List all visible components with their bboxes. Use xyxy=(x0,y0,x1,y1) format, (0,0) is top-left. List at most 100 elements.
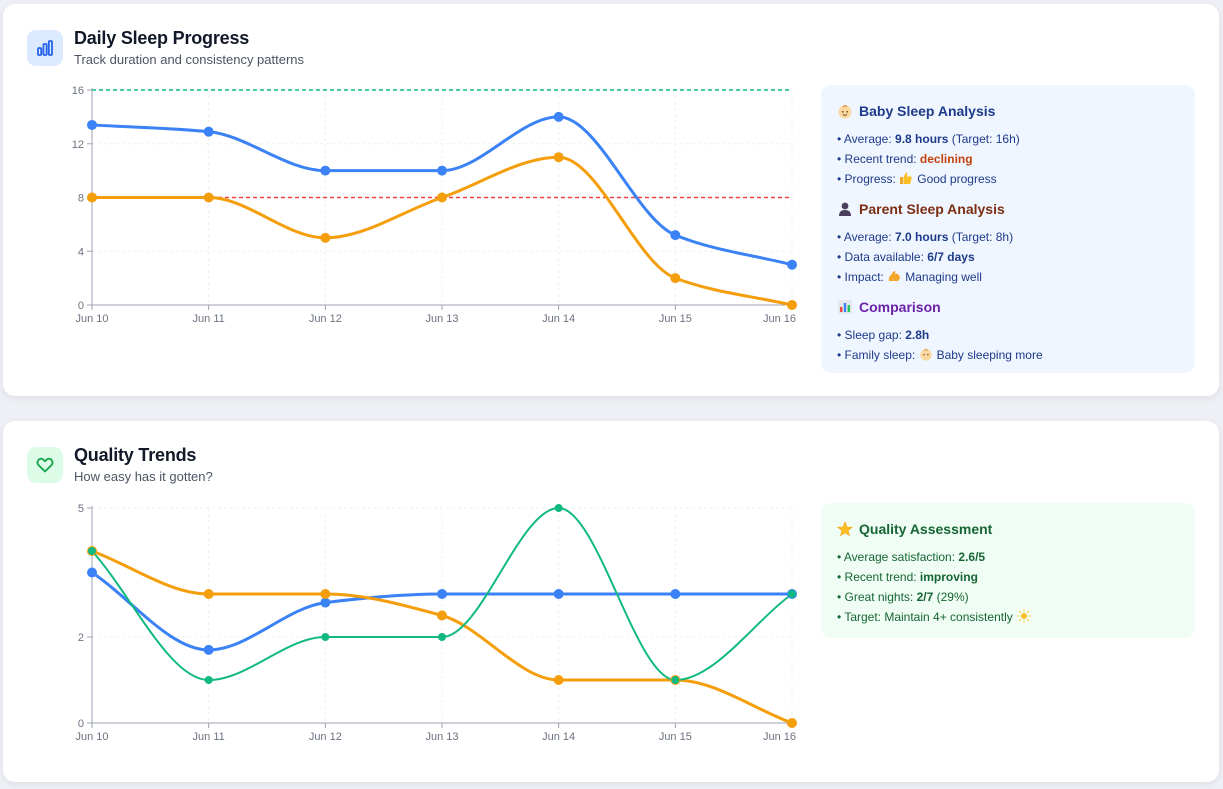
data-point xyxy=(437,165,447,176)
card-title: Daily Sleep Progress xyxy=(74,28,250,48)
x-tick-label: Jun 11 xyxy=(193,313,225,325)
sleep-duration-chart: 0 4 8 12 16 Jun 10 Jun 11 Jun 12 Jun 13 Jun 14 Jun… xyxy=(72,85,797,325)
label: • Recent trend: xyxy=(837,570,920,584)
data-point xyxy=(320,232,331,243)
label: • Average: xyxy=(837,132,896,146)
baby-analysis-title: Baby Sleep Analysis xyxy=(859,103,996,119)
quality-trends-card: Quality Trends How easy has it gotten? 0… xyxy=(3,421,1219,782)
label: • Data available: xyxy=(837,250,928,264)
card-subtitle: How easy has it gotten? xyxy=(74,469,213,484)
x-tick-label: Jun 12 xyxy=(309,313,342,325)
family-sleep-line: • Family sleep: Baby sleeping more xyxy=(837,345,1179,365)
parent-analysis-title: Parent Sleep Analysis xyxy=(859,201,1005,217)
star-icon xyxy=(837,521,853,537)
data-point xyxy=(553,152,564,163)
quality-trend-line: • Recent trend: improving xyxy=(837,567,1179,587)
y-tick-label: 8 xyxy=(78,193,84,205)
parent-data-line: • Data available: 6/7 days xyxy=(837,247,1179,267)
data-point xyxy=(437,610,447,621)
quality-chart: 0 2 5 Jun 10 Jun 11 Jun 12 Jun 13 Jun 14 Jun 15 J… xyxy=(75,503,797,743)
data-point xyxy=(670,273,681,284)
parent-analysis-heading: Parent Sleep Analysis xyxy=(837,199,1179,219)
parent-average-line: • Average: 7.0 hours (Target: 8h) xyxy=(837,227,1179,247)
great-nights-line: • Great nights: 2/7 (29%) xyxy=(837,587,1179,607)
y-tick-label: 16 xyxy=(72,85,84,97)
label: • Family sleep: xyxy=(837,348,919,362)
label: • Progress: xyxy=(837,172,900,186)
data-point xyxy=(203,126,214,137)
target: (Target: 8h) xyxy=(948,230,1014,244)
percent: (29%) xyxy=(933,590,969,604)
x-tick-label: Jun 11 xyxy=(193,731,225,743)
data-point xyxy=(438,633,446,641)
data-point xyxy=(553,675,564,685)
x-tick-label: Jun 14 xyxy=(542,731,575,743)
x-tick-label: Jun 12 xyxy=(309,731,342,743)
data-point xyxy=(321,633,330,641)
quality-assessment-panel: Quality Assessment • Average satisfactio… xyxy=(821,503,1195,638)
bar-chart-emoji-icon xyxy=(838,300,852,314)
parent-impact-line: • Impact: Managing well xyxy=(837,267,1179,287)
data-point xyxy=(87,119,97,130)
data-point xyxy=(87,192,97,203)
y-tick-label: 0 xyxy=(78,300,84,312)
person-silhouette-icon xyxy=(839,202,851,216)
label: • Average satisfaction: xyxy=(837,550,959,564)
baby-average-line: • Average: 9.8 hours (Target: 16h) xyxy=(837,129,1179,149)
value: 7.0 hours xyxy=(895,230,949,244)
x-tick-label: Jun 14 xyxy=(542,313,575,325)
y-tick-label: 2 xyxy=(78,632,84,644)
data-point xyxy=(437,192,447,203)
comparison-heading: Comparison xyxy=(837,297,1179,317)
baby-face-icon xyxy=(919,348,932,361)
card-title: Quality Trends xyxy=(74,445,197,465)
value: improving xyxy=(919,570,978,584)
card-subtitle: Track duration and consistency patterns xyxy=(74,52,305,67)
sleep-analysis-panel: Baby Sleep Analysis • Average: 9.8 hours… xyxy=(821,85,1195,373)
data-point xyxy=(671,676,680,684)
data-point xyxy=(320,597,331,608)
label: • Impact: xyxy=(837,270,888,284)
value: 2.6/5 xyxy=(958,550,986,564)
data-point xyxy=(787,718,797,728)
quality-assessment-title: Quality Assessment xyxy=(859,521,993,537)
data-point xyxy=(788,590,796,598)
value: 6/7 days xyxy=(927,250,975,264)
comparison-title: Comparison xyxy=(859,299,941,315)
baby-analysis-heading: Baby Sleep Analysis xyxy=(837,101,1179,121)
label: • Average: xyxy=(837,230,896,244)
data-point xyxy=(670,230,681,241)
data-point xyxy=(553,111,564,122)
value: Managing well xyxy=(905,270,982,284)
data-point xyxy=(203,589,214,599)
y-tick-label: 12 xyxy=(72,139,84,151)
baby-face-icon xyxy=(838,105,852,119)
x-tick-label: Jun 10 xyxy=(75,731,108,743)
value: 2/7 xyxy=(916,590,934,604)
y-tick-label: 4 xyxy=(78,246,84,258)
data-point xyxy=(87,567,97,578)
value: 2.8h xyxy=(905,328,930,342)
quality-assessment-heading: Quality Assessment xyxy=(837,519,1179,539)
flexed-biceps-icon xyxy=(888,271,901,281)
data-point xyxy=(203,192,214,203)
target-text: • Target: Maintain 4+ consistently xyxy=(837,610,1013,624)
sleep-gap-line: • Sleep gap: 2.8h xyxy=(837,325,1179,345)
data-point xyxy=(320,165,331,176)
trend-value: declining xyxy=(919,152,973,166)
value: Baby sleeping more xyxy=(936,348,1043,362)
heart-icon xyxy=(27,447,63,483)
x-tick-label: Jun 13 xyxy=(425,731,458,743)
data-point xyxy=(437,589,447,599)
data-point xyxy=(787,259,797,270)
x-tick-label: Jun 10 xyxy=(75,313,108,325)
y-tick-label: 0 xyxy=(78,718,84,730)
x-tick-label: Jun 15 xyxy=(659,313,692,325)
target: (Target: 16h) xyxy=(948,132,1020,146)
data-point xyxy=(553,589,564,599)
x-tick-label: Jun 15 xyxy=(659,731,692,743)
sleep-progress-card: Daily Sleep Progress Track duration and … xyxy=(3,4,1219,396)
x-tick-label: Jun 13 xyxy=(425,313,458,325)
label: • Sleep gap: xyxy=(837,328,906,342)
sun-icon xyxy=(1017,609,1031,623)
